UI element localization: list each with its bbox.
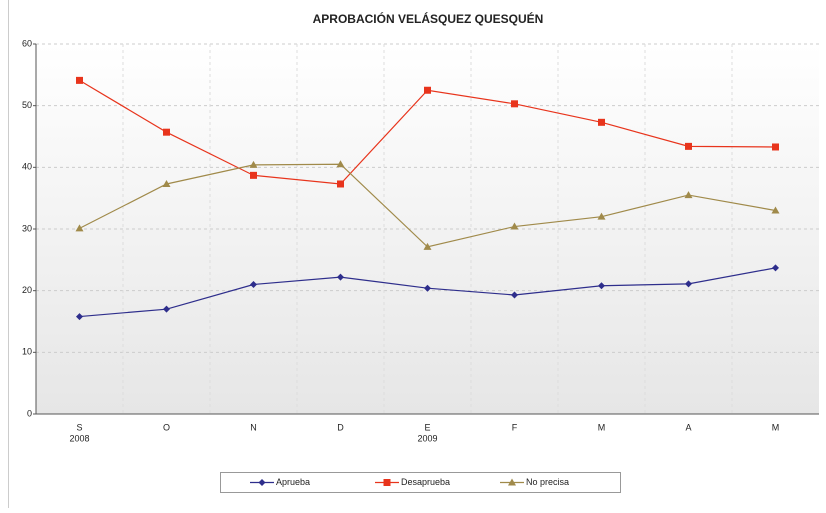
legend-label: No precisa (526, 477, 569, 487)
x-tick-label: D (337, 422, 344, 432)
marker (76, 77, 83, 84)
x-tick-label: M (598, 422, 606, 432)
x-tick-label: A (685, 422, 691, 432)
marker (384, 479, 391, 486)
y-tick-label: 0 (27, 408, 32, 418)
marker (772, 143, 779, 150)
x-tick-label: F (512, 422, 518, 432)
marker (598, 119, 605, 126)
y-tick-label: 30 (22, 223, 32, 233)
marker (337, 180, 344, 187)
x-tick-label: S (76, 422, 82, 432)
x-tick-label: N (250, 422, 257, 432)
legend-label: Desaprueba (401, 477, 450, 487)
x-tick-label: O (163, 422, 170, 432)
y-tick-label: 50 (22, 100, 32, 110)
marker (511, 100, 518, 107)
y-tick-label: 20 (22, 285, 32, 295)
y-tick-label: 10 (22, 347, 32, 357)
x-tick-label: E (424, 422, 430, 432)
y-tick-label: 60 (22, 38, 32, 48)
marker (685, 143, 692, 150)
x-tick-label: M (772, 422, 780, 432)
marker (163, 129, 170, 136)
chart-title: APROBACIÓN VELÁSQUEZ QUESQUÉN (313, 11, 544, 26)
legend-label: Aprueba (276, 477, 310, 487)
marker (250, 172, 257, 179)
x-tick-year: 2009 (417, 433, 437, 443)
marker (424, 87, 431, 94)
y-tick-label: 40 (22, 162, 32, 172)
x-tick-year: 2008 (69, 433, 89, 443)
